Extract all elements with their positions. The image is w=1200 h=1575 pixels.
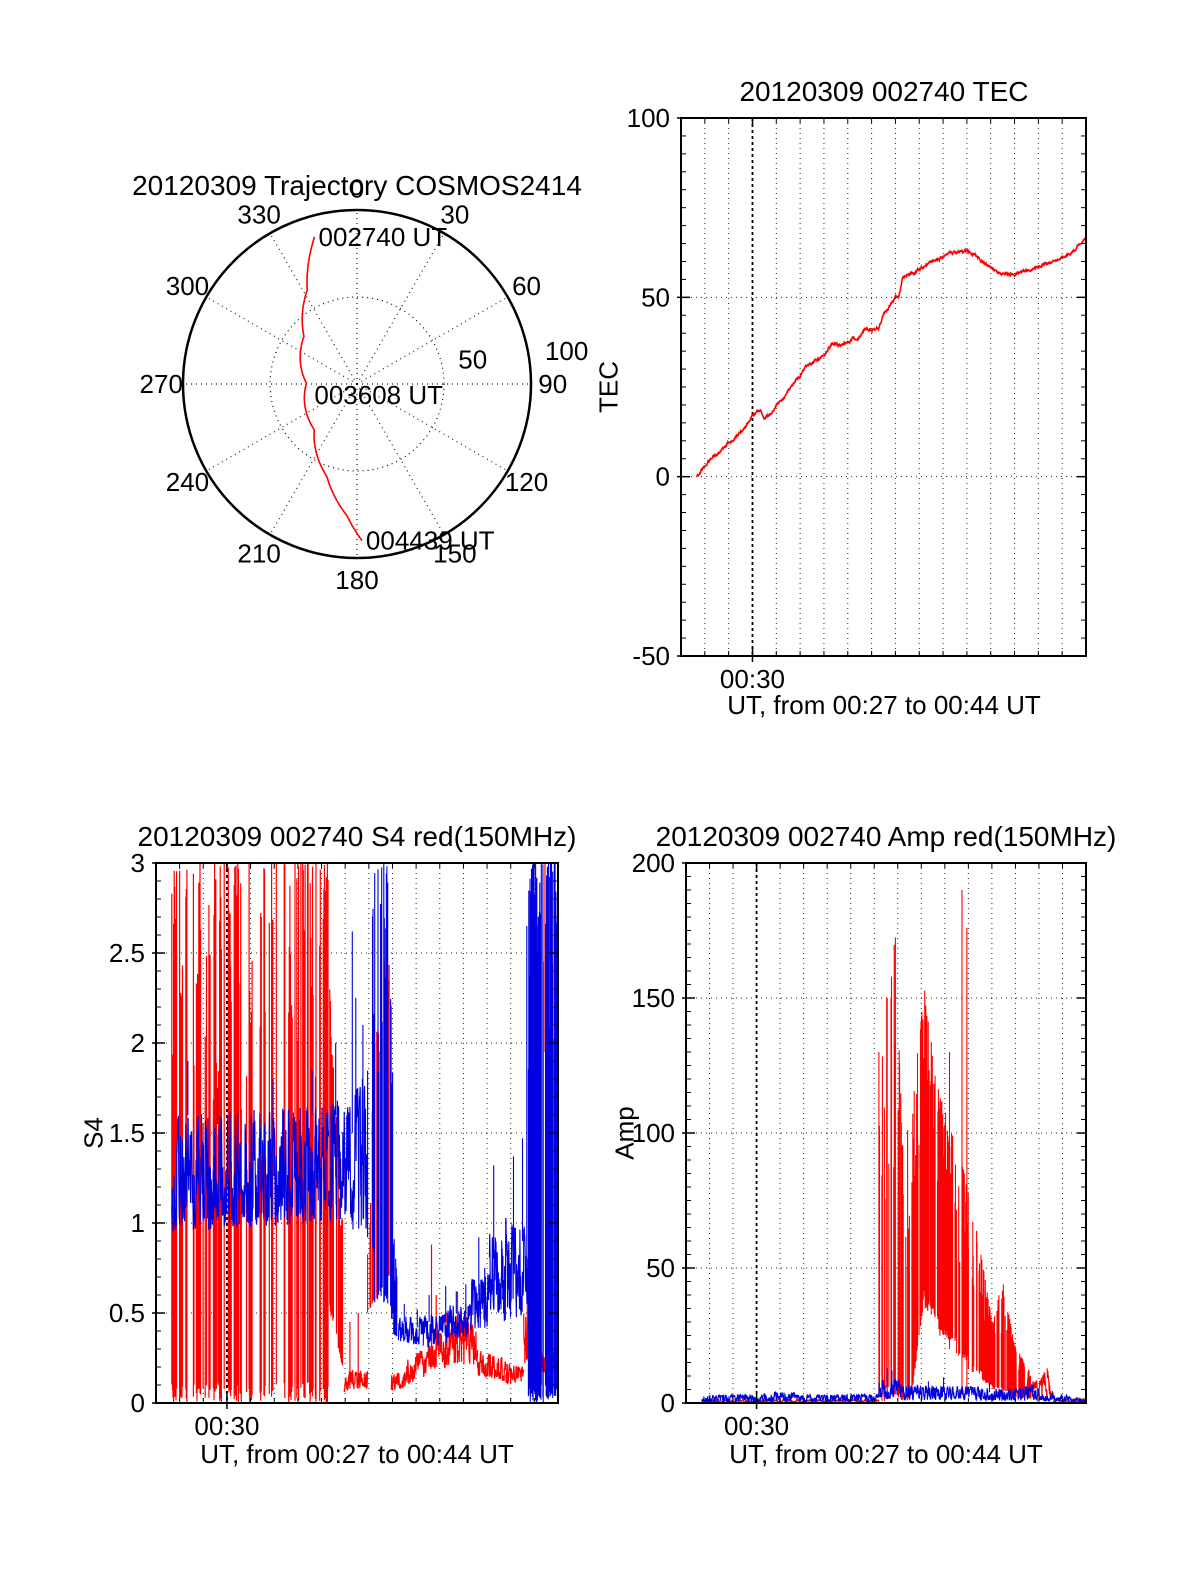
svg-text:-50: -50: [632, 641, 670, 671]
tec-x-axis-label: UT, from 00:27 to 00:44 UT: [727, 690, 1041, 720]
svg-text:100: 100: [632, 1118, 675, 1148]
amp-plot-area: 0 50 100 150 200 00:30: [632, 848, 1087, 1441]
amp-x-axis-label: UT, from 00:27 to 00:44 UT: [729, 1439, 1043, 1469]
trajectory-title: 20120309 Trajectory COSMOS2414: [132, 170, 582, 201]
tec-plot-area: -50 0 50 100 00:30: [627, 103, 1087, 694]
svg-text:50: 50: [458, 344, 487, 374]
svg-text:270: 270: [140, 369, 183, 399]
amp-title: 20120309 002740 Amp red(150MHz): [655, 821, 1117, 852]
amp-series-0: [701, 890, 1087, 1405]
svg-text:0: 0: [656, 462, 670, 492]
svg-text:2.5: 2.5: [109, 938, 145, 968]
svg-text:150: 150: [433, 539, 476, 569]
svg-text:90: 90: [538, 369, 567, 399]
svg-text:210: 210: [237, 539, 280, 569]
svg-text:1.5: 1.5: [109, 1118, 145, 1148]
svg-text:300: 300: [166, 271, 209, 301]
trajectory-plot-area: 0 30 60 90 120 150 180 210 240 270 300 330 50 100 0027…: [140, 173, 589, 595]
svg-text:0: 0: [661, 1388, 675, 1418]
svg-text:150: 150: [632, 983, 675, 1013]
svg-text:50: 50: [646, 1253, 675, 1283]
svg-text:00:30: 00:30: [194, 1411, 259, 1441]
svg-text:60: 60: [512, 271, 541, 301]
svg-text:100: 100: [627, 103, 670, 133]
svg-text:100: 100: [545, 336, 588, 366]
svg-text:00:30: 00:30: [724, 1411, 789, 1441]
svg-text:330: 330: [237, 199, 280, 229]
svg-text:3: 3: [131, 848, 145, 878]
tec-y-axis-label: TEC: [593, 361, 624, 413]
svg-text:200: 200: [632, 848, 675, 878]
svg-text:50: 50: [641, 282, 670, 312]
svg-text:120: 120: [505, 467, 548, 497]
trajectory-annotation-1: 003608 UT: [314, 380, 443, 410]
s4-series-1: [171, 863, 559, 1403]
svg-text:180: 180: [335, 565, 378, 595]
tec-title: 20120309 002740 TEC: [739, 76, 1029, 107]
s4-y-axis-label: S4: [78, 1117, 109, 1149]
s4-plot-area: 0 0.5 1 1.5 2 2.5 3 00:30: [109, 848, 559, 1441]
svg-text:0: 0: [350, 173, 364, 203]
trajectory-path: [299, 236, 363, 541]
amp-series-1: [701, 1367, 1087, 1405]
trajectory-annotation-0: 002740 UT: [319, 222, 448, 252]
tec-series-0: [696, 237, 1087, 477]
trajectory-annotation-2: 004439 UT: [366, 526, 495, 556]
amp-y-axis-label: Amp: [609, 1106, 640, 1160]
s4-x-axis-label: UT, from 00:27 to 00:44 UT: [200, 1439, 514, 1469]
svg-text:0: 0: [131, 1388, 145, 1418]
svg-text:2: 2: [131, 1028, 145, 1058]
svg-text:1: 1: [131, 1208, 145, 1238]
svg-text:240: 240: [166, 467, 209, 497]
svg-text:30: 30: [440, 199, 469, 229]
s4-title: 20120309 002740 S4 red(150MHz): [137, 821, 577, 852]
svg-text:00:30: 00:30: [720, 664, 785, 694]
svg-text:0.5: 0.5: [109, 1298, 145, 1328]
